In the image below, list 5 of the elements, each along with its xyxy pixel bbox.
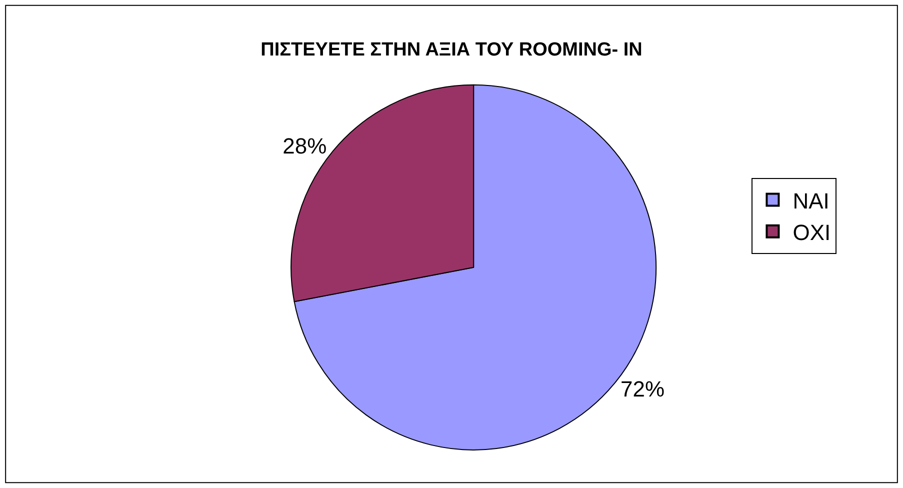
legend-label: OXI bbox=[792, 220, 831, 245]
chart-title: ΠΙΣΤΕΥΕΤΕ ΣΤΗΝ ΑΞΙΑ ΤΟΥ ROOMING- IN bbox=[260, 39, 642, 60]
data-label: 28% bbox=[282, 133, 327, 158]
data-label: 72% bbox=[620, 376, 665, 402]
legend-label: NAI bbox=[792, 188, 830, 214]
